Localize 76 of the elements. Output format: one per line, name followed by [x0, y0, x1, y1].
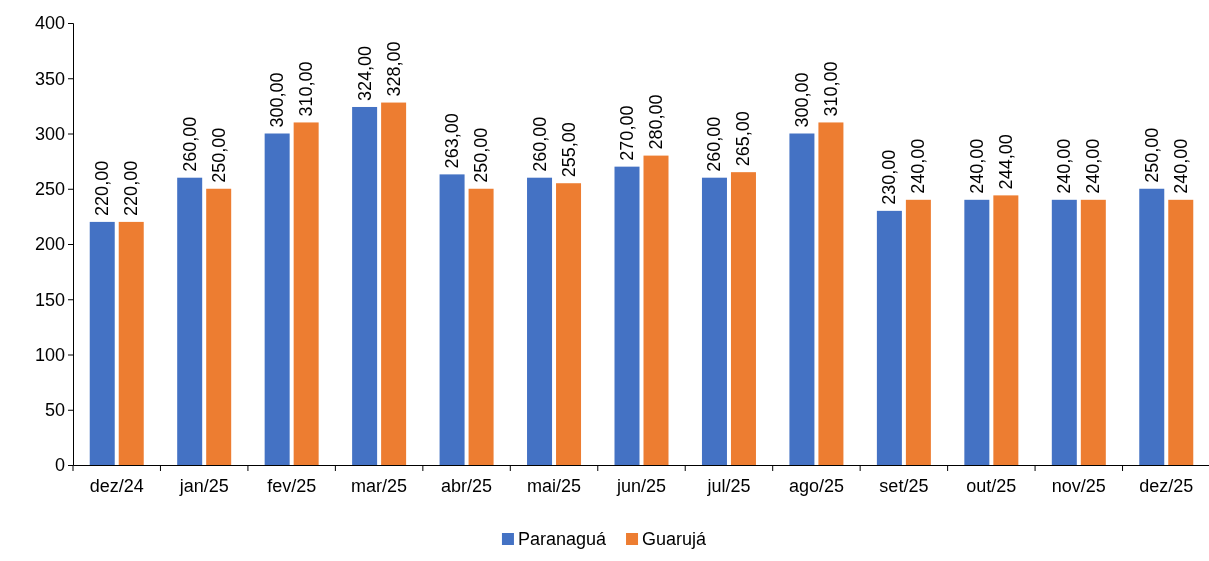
legend-label: Guarujá: [642, 529, 708, 549]
x-tick-label: abr/25: [441, 475, 493, 496]
data-label: 263,00: [442, 113, 463, 169]
bar: [177, 177, 203, 465]
bar: [993, 195, 1019, 465]
y-tick-label: 150: [34, 289, 65, 310]
data-label: 250,00: [471, 127, 492, 183]
bar: [1080, 199, 1106, 465]
bar: [381, 102, 407, 465]
y-tick-label: 400: [34, 13, 65, 34]
bar: [468, 188, 494, 465]
bar: [527, 177, 553, 465]
data-label: 240,00: [1083, 138, 1104, 194]
data-label: 244,00: [995, 134, 1016, 190]
bar: [118, 221, 144, 465]
data-label: 255,00: [558, 122, 579, 178]
data-label: 328,00: [383, 41, 404, 97]
x-tick-label: set/25: [879, 475, 929, 496]
bar: [614, 166, 640, 465]
data-label: 300,00: [267, 72, 288, 128]
data-label: 310,00: [820, 61, 841, 117]
y-tick-label: 300: [34, 123, 65, 144]
x-tick-label: fev/25: [267, 475, 317, 496]
data-label: 250,00: [1141, 127, 1162, 183]
y-tick-label: 250: [34, 179, 65, 200]
data-label: 280,00: [646, 94, 666, 150]
data-label: 260,00: [704, 116, 725, 172]
bar: [206, 188, 232, 465]
x-tick-label: out/25: [966, 475, 1017, 496]
data-label: 300,00: [791, 72, 812, 128]
x-tick-label: mai/25: [527, 475, 582, 496]
x-tick-label: mar/25: [351, 475, 408, 496]
bar: [1051, 199, 1077, 465]
x-tick-label: jun/25: [615, 475, 667, 496]
data-label: 220,00: [92, 160, 113, 216]
bar: [1168, 199, 1194, 465]
bar: [264, 133, 290, 465]
x-tick-label: nov/25: [1051, 475, 1106, 496]
data-label: 265,00: [733, 111, 754, 167]
y-tick-label: 200: [34, 234, 65, 255]
bar: [789, 133, 815, 465]
data-label: 240,00: [908, 138, 929, 194]
bar: [439, 174, 465, 465]
data-label: 240,00: [966, 138, 987, 194]
bar: [905, 199, 931, 465]
bar: [730, 172, 756, 465]
legend-label: Paranaguá: [517, 529, 608, 549]
data-label: 240,00: [1170, 138, 1191, 194]
y-tick-label: 50: [44, 400, 65, 421]
x-tick-label: jul/25: [706, 475, 751, 496]
data-label: 240,00: [1054, 138, 1075, 194]
bar: [556, 183, 582, 465]
y-tick-label: 350: [34, 68, 65, 89]
bar: [352, 106, 378, 465]
bar: [89, 221, 115, 465]
bar: [876, 210, 902, 465]
x-tick-label: dez/25: [1139, 475, 1194, 496]
data-label: 260,00: [529, 116, 550, 172]
y-tick-label: 0: [54, 455, 65, 476]
bar: [701, 177, 727, 465]
data-label: 230,00: [879, 149, 900, 205]
bar: [293, 122, 319, 465]
x-tick-label: ago/25: [788, 475, 844, 496]
data-label: 220,00: [121, 160, 142, 216]
x-tick-label: dez/24: [89, 475, 144, 496]
bar: [1139, 188, 1165, 465]
bar: [818, 122, 844, 465]
data-label: 270,00: [617, 105, 637, 161]
bar: [964, 199, 990, 465]
data-label: 310,00: [296, 61, 317, 117]
bar: [643, 155, 669, 465]
data-label: 250,00: [208, 127, 229, 183]
x-tick-label: jan/25: [178, 475, 229, 496]
data-label: 324,00: [354, 45, 375, 101]
data-label: 260,00: [179, 116, 200, 172]
y-tick-label: 100: [34, 344, 65, 365]
